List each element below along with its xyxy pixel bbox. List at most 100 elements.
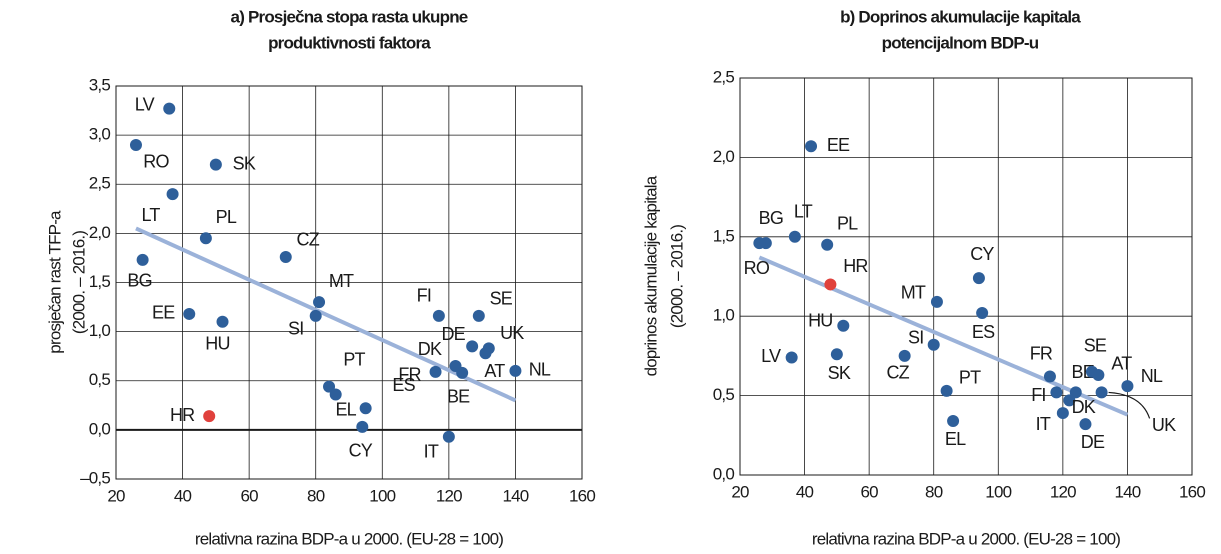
point-label: LV <box>761 346 781 366</box>
trend-line <box>758 255 1129 417</box>
y-tick-label: 2,0 <box>713 147 735 166</box>
point-label: SE <box>1084 336 1107 356</box>
point-label: DE <box>441 324 465 344</box>
point-label: HU <box>808 310 832 330</box>
point-label: NL <box>529 360 551 380</box>
x-tick-label: 60 <box>860 482 878 501</box>
point-label: EE <box>827 135 850 155</box>
data-point <box>1095 386 1108 399</box>
data-point <box>1092 368 1105 381</box>
chart-title: a) Prosječna stopa rasta ukupne <box>231 7 468 26</box>
data-point <box>940 384 953 397</box>
y-tick-label: 2,5 <box>713 67 735 86</box>
data-point <box>1079 418 1092 431</box>
data-point <box>429 365 442 378</box>
x-tick-label: 80 <box>925 482 943 501</box>
point-label: FI <box>417 286 431 306</box>
x-tick-label: 20 <box>731 482 749 501</box>
point-label: RO <box>744 258 770 278</box>
y-axis-label: (2000. – 2016.) <box>667 225 686 328</box>
point-label: MT <box>329 271 354 291</box>
point-label: HR <box>170 405 195 425</box>
data-point <box>1069 386 1082 399</box>
data-point <box>821 238 834 251</box>
point-label: BE <box>447 387 470 407</box>
y-tick-label: 1,0 <box>89 321 111 340</box>
data-point <box>216 315 229 328</box>
data-point <box>837 319 850 332</box>
point-label: BG <box>127 271 151 291</box>
point-label: BG <box>759 208 783 228</box>
data-point <box>356 420 369 433</box>
x-tick-label: 100 <box>369 486 395 505</box>
x-tick-label: 120 <box>1050 482 1076 501</box>
y-tick-label: 0,0 <box>713 464 735 483</box>
y-tick-label: 2,0 <box>89 223 111 242</box>
data-point <box>972 272 985 285</box>
data-point <box>1050 386 1063 399</box>
data-point <box>279 250 292 263</box>
data-point <box>785 351 798 364</box>
data-point <box>323 380 336 393</box>
point-label: AT <box>1111 354 1132 374</box>
point-label: AT <box>484 361 505 381</box>
data-point <box>1121 380 1134 393</box>
chart-title: produktivnosti faktora <box>268 33 431 52</box>
y-axis-label: doprinos akumulacije kapitala <box>641 175 660 376</box>
point-label: HU <box>205 334 229 354</box>
data-point <box>1043 370 1056 383</box>
data-point <box>976 307 989 320</box>
data-point <box>927 338 940 351</box>
data-point <box>509 364 522 377</box>
point-label: FR <box>1030 343 1053 363</box>
data-point <box>136 253 149 266</box>
point-label: FI <box>1031 385 1045 405</box>
point-label: PT <box>959 368 981 388</box>
plot-frame <box>115 85 583 480</box>
data-point <box>166 188 179 201</box>
data-point <box>1063 394 1076 407</box>
y-tick-label: 3,0 <box>89 125 111 144</box>
y-tick-label: 0,0 <box>89 419 111 438</box>
point-label: CZ <box>886 363 909 383</box>
trend-line <box>135 226 517 403</box>
point-label: ES <box>972 322 995 342</box>
point-label: CZ <box>297 230 320 250</box>
x-tick-label: 120 <box>436 486 462 505</box>
point-label: LT <box>142 205 161 225</box>
point-label: SK <box>233 153 256 173</box>
data-point <box>753 237 766 250</box>
plot-frame <box>739 77 1193 476</box>
data-point <box>805 140 818 153</box>
x-tick-label: 60 <box>240 486 258 505</box>
y-tick-label: –0,5 <box>80 468 110 487</box>
x-tick-label: 140 <box>502 486 528 505</box>
data-point <box>947 415 960 428</box>
data-point <box>456 366 469 379</box>
point-label: ES <box>392 375 415 395</box>
data-point <box>442 430 455 443</box>
data-point <box>183 307 196 320</box>
point-label: LT <box>794 202 813 222</box>
data-point <box>129 138 142 151</box>
x-tick-label: 80 <box>307 486 325 505</box>
point-label: DK <box>418 339 442 359</box>
data-point <box>432 309 445 322</box>
y-tick-label: 0,5 <box>89 370 111 389</box>
point-label: RO <box>143 152 169 172</box>
point-label: EL <box>335 399 356 419</box>
point-label: IT <box>1036 414 1051 434</box>
y-tick-label: 1,5 <box>713 226 735 245</box>
point-label: NL <box>1141 366 1163 386</box>
x-tick-label: 100 <box>985 482 1011 501</box>
point-label: PT <box>343 349 365 369</box>
x-tick-label: 160 <box>569 486 595 505</box>
y-tick-label: 2,5 <box>89 174 111 193</box>
point-label: SI <box>288 319 303 339</box>
y-axis-label: prosječan rast TFP-a <box>45 210 64 354</box>
point-label: SE <box>490 289 513 309</box>
y-tick-label: 3,5 <box>89 75 111 94</box>
point-label: PL <box>837 213 858 233</box>
point-label: LV <box>135 94 155 114</box>
